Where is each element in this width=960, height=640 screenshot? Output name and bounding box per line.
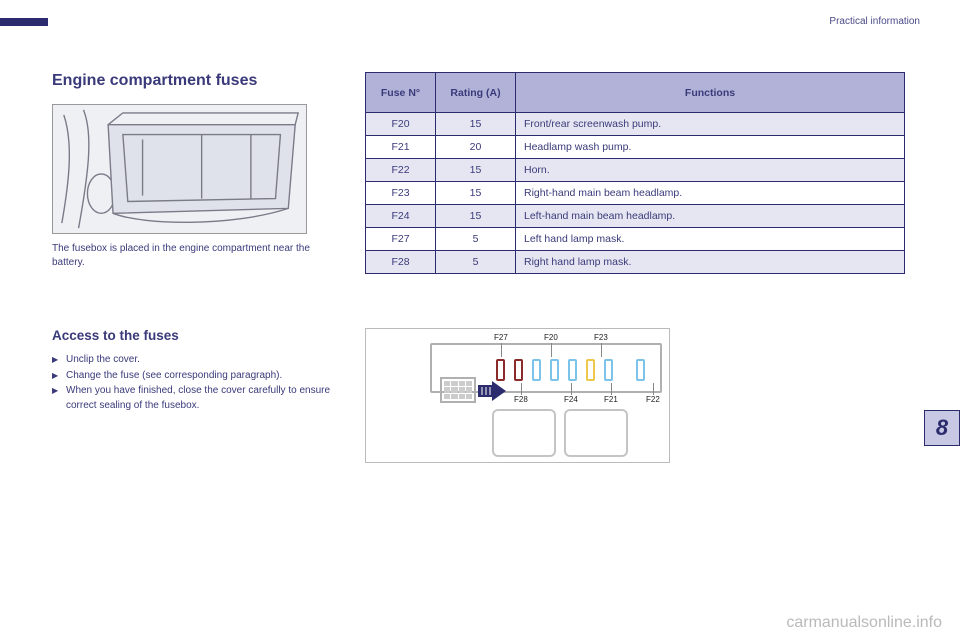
cell-rating: 15 xyxy=(436,205,516,228)
fuse-icon xyxy=(532,359,541,381)
col-header-rating: Rating (A) xyxy=(436,73,516,113)
fuse-table: Fuse N° Rating (A) Functions F2015Front/… xyxy=(365,72,905,274)
cell-function: Left hand lamp mask. xyxy=(516,228,905,251)
table-row: F2415Left-hand main beam headlamp. xyxy=(366,205,905,228)
chapter-tab: 8 xyxy=(924,410,960,446)
cell-function: Left-hand main beam headlamp. xyxy=(516,205,905,228)
fuse-icon xyxy=(496,359,505,381)
fuse-layout-diagram: F27 F20 F23 F28 F24 F21 F22 xyxy=(365,328,670,463)
cell-fuse-no: F22 xyxy=(366,159,436,182)
section-header: Practical information xyxy=(829,16,920,27)
col-header-functions: Functions xyxy=(516,73,905,113)
fuse-icon xyxy=(586,359,595,381)
page-title: Engine compartment fuses xyxy=(52,72,337,90)
fuse-label: F20 xyxy=(544,333,558,342)
fuse-icon xyxy=(550,359,559,381)
cell-function: Headlamp wash pump. xyxy=(516,136,905,159)
watermark: carmanualsonline.info xyxy=(786,614,942,632)
table-row: F285Right hand lamp mask. xyxy=(366,251,905,274)
engine-compartment-illustration xyxy=(52,104,307,234)
table-row: F2315Right-hand main beam headlamp. xyxy=(366,182,905,205)
fuse-label: F28 xyxy=(514,395,528,404)
cell-rating: 15 xyxy=(436,159,516,182)
cell-rating: 5 xyxy=(436,251,516,274)
cell-rating: 15 xyxy=(436,182,516,205)
cell-fuse-no: F23 xyxy=(366,182,436,205)
header-accent-bar xyxy=(0,18,48,26)
step-item: Unclip the cover. xyxy=(52,353,337,368)
fuse-label: F22 xyxy=(646,395,660,404)
access-title: Access to the fuses xyxy=(52,328,337,343)
cell-fuse-no: F28 xyxy=(366,251,436,274)
cell-fuse-no: F27 xyxy=(366,228,436,251)
cell-fuse-no: F20 xyxy=(366,113,436,136)
fuse-label: F27 xyxy=(494,333,508,342)
table-row: F275Left hand lamp mask. xyxy=(366,228,905,251)
step-item: Change the fuse (see corresponding parag… xyxy=(52,369,337,384)
access-steps: Unclip the cover.Change the fuse (see co… xyxy=(52,353,337,413)
fuse-icon xyxy=(514,359,523,381)
cell-rating: 5 xyxy=(436,228,516,251)
cell-function: Front/rear screenwash pump. xyxy=(516,113,905,136)
cell-rating: 20 xyxy=(436,136,516,159)
cell-function: Horn. xyxy=(516,159,905,182)
fuse-label: F23 xyxy=(594,333,608,342)
fuse-label: F21 xyxy=(604,395,618,404)
table-row: F2120Headlamp wash pump. xyxy=(366,136,905,159)
fuse-label: F24 xyxy=(564,395,578,404)
fuse-icon xyxy=(568,359,577,381)
illustration-caption: The fusebox is placed in the engine comp… xyxy=(52,242,337,269)
cell-fuse-no: F24 xyxy=(366,205,436,228)
fuse-icon xyxy=(604,359,613,381)
fuse-icon xyxy=(636,359,645,381)
cell-fuse-no: F21 xyxy=(366,136,436,159)
step-item: When you have finished, close the cover … xyxy=(52,384,337,413)
cell-function: Right-hand main beam headlamp. xyxy=(516,182,905,205)
cell-rating: 15 xyxy=(436,113,516,136)
table-row: F2015Front/rear screenwash pump. xyxy=(366,113,905,136)
col-header-fuse-no: Fuse N° xyxy=(366,73,436,113)
chapter-number: 8 xyxy=(936,415,948,441)
table-row: F2215Horn. xyxy=(366,159,905,182)
cell-function: Right hand lamp mask. xyxy=(516,251,905,274)
